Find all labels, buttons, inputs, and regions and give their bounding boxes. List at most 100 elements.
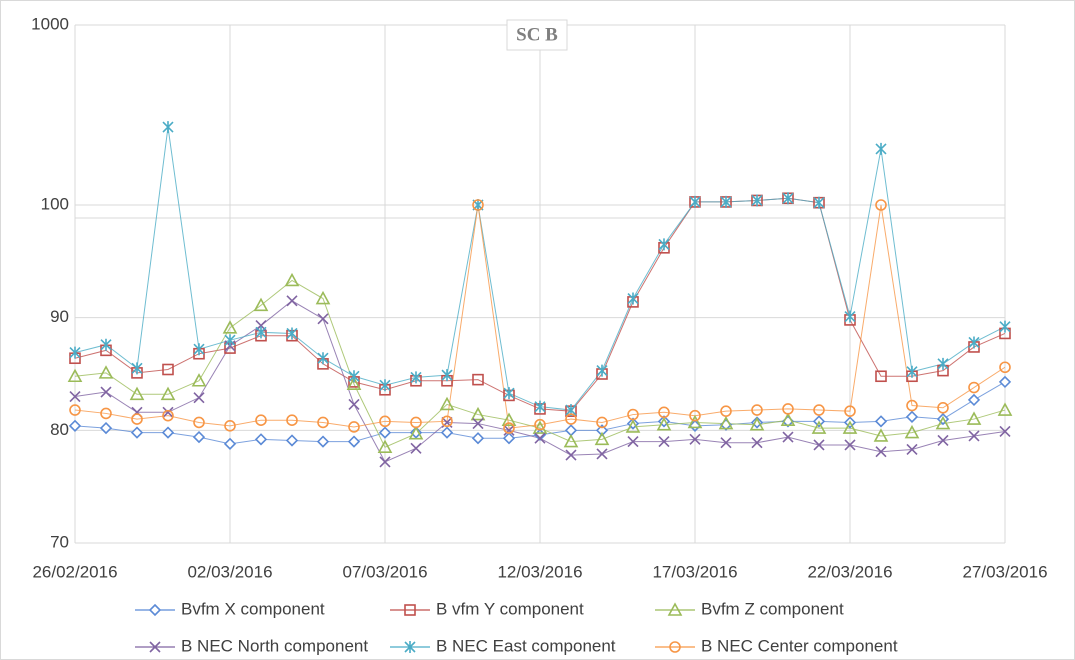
marker-shape (472, 418, 484, 430)
marker-shape (596, 448, 608, 460)
marker (534, 418, 546, 431)
marker-shape (687, 414, 703, 429)
marker-shape (718, 415, 734, 430)
marker-shape (967, 393, 981, 407)
marker (813, 439, 825, 451)
marker-shape (131, 413, 143, 425)
marker (224, 334, 236, 347)
y-tick-label: 90 (50, 307, 69, 326)
marker-shape (191, 373, 207, 387)
marker-shape (999, 320, 1011, 333)
marker-shape (502, 432, 516, 445)
marker (99, 421, 113, 435)
marker-shape (193, 343, 205, 356)
marker (68, 419, 82, 432)
marker-shape (813, 196, 825, 209)
marker (968, 336, 980, 349)
marker (720, 437, 732, 449)
marker-shape (596, 416, 608, 429)
marker (689, 409, 701, 422)
marker (441, 369, 453, 382)
marker-shape (162, 409, 174, 422)
marker (348, 370, 360, 383)
marker (750, 416, 764, 429)
marker-shape (534, 418, 546, 431)
marker-shape (472, 199, 484, 211)
marker-shape (379, 415, 391, 428)
marker (875, 370, 887, 383)
marker (874, 415, 888, 428)
marker (285, 434, 299, 447)
marker-shape (100, 407, 112, 420)
marker (534, 432, 546, 444)
marker-shape (193, 416, 205, 429)
marker-shape (751, 437, 763, 449)
marker-shape (316, 435, 330, 448)
marker-shape (131, 362, 143, 375)
marker-shape (720, 437, 732, 449)
legend-marker (404, 641, 416, 653)
marker (687, 414, 703, 429)
legend: Bvfm X component B vfm Y component Bvfm Z … (135, 599, 898, 655)
marker (937, 434, 949, 447)
marker (656, 417, 672, 431)
marker (937, 401, 949, 414)
marker (193, 416, 205, 429)
marker-shape (906, 365, 918, 378)
marker-shape (968, 430, 980, 442)
title-box (506, 19, 568, 51)
marker-shape (534, 432, 546, 444)
marker-shape (68, 419, 82, 432)
marker (565, 413, 577, 425)
marker (720, 195, 732, 208)
marker-shape (782, 403, 794, 415)
marker (627, 436, 639, 448)
marker (999, 361, 1011, 374)
marker (379, 415, 391, 428)
marker (813, 196, 825, 209)
marker-shape (627, 436, 639, 448)
marker-shape (378, 426, 392, 439)
marker-shape (441, 415, 453, 428)
marker (192, 430, 206, 444)
marker (408, 426, 424, 440)
marker (98, 365, 114, 379)
legend-label: B NEC Center component (701, 636, 898, 655)
legend-label: Bvfm Z component (701, 599, 844, 618)
marker-shape (149, 641, 161, 653)
marker-shape (223, 437, 237, 450)
y-tick-label: 100 (41, 194, 69, 213)
marker-shape (937, 357, 949, 370)
y-tick-label: 80 (50, 420, 69, 439)
marker-shape (284, 272, 300, 287)
marker-shape (440, 426, 454, 439)
marker-shape (811, 420, 827, 434)
marker-shape (129, 386, 145, 401)
marker-shape (503, 422, 515, 434)
marker (162, 406, 174, 418)
marker (502, 432, 516, 445)
marker-shape (565, 413, 577, 425)
marker (222, 320, 238, 334)
marker-shape (148, 603, 162, 617)
marker-shape (255, 414, 267, 426)
marker (782, 192, 794, 205)
marker (813, 404, 825, 416)
marker-shape (627, 408, 639, 421)
marker (906, 365, 918, 378)
marker (658, 238, 670, 251)
marker (377, 439, 393, 454)
marker (627, 292, 639, 305)
marker (100, 407, 112, 420)
marker (596, 416, 608, 429)
marker-shape (669, 641, 681, 653)
marker (315, 290, 331, 305)
marker (348, 398, 360, 410)
marker-shape (100, 386, 112, 398)
marker (441, 415, 453, 428)
marker-shape (100, 338, 112, 351)
marker-shape (667, 602, 683, 616)
marker-shape (874, 415, 888, 428)
marker-shape (875, 446, 887, 458)
y-tick-label: 70 (50, 532, 69, 551)
